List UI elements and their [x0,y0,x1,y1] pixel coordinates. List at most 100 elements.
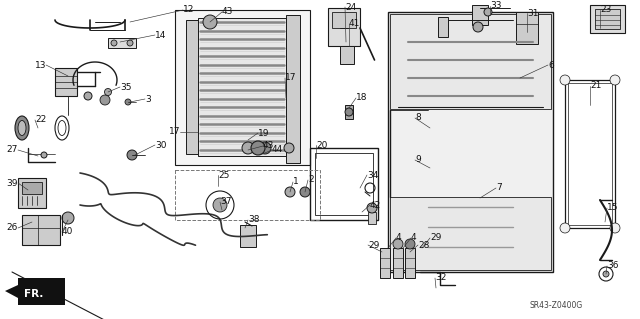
Text: 22: 22 [35,115,46,124]
Text: 20: 20 [316,140,328,150]
Text: 28: 28 [418,241,429,249]
Text: 29: 29 [430,234,442,242]
Text: 19: 19 [258,129,269,137]
Circle shape [251,141,265,155]
Text: 14: 14 [155,31,166,40]
Text: FR.: FR. [24,289,44,299]
Circle shape [213,198,227,212]
Text: 34: 34 [367,170,378,180]
Text: 12: 12 [183,5,195,14]
Bar [175,10,310,165]
Text: 25: 25 [218,170,229,180]
Text: 4: 4 [396,234,402,242]
Text: 2: 2 [308,175,314,184]
Bar [472,5,488,25]
Bar [22,215,60,245]
Bar [175,170,320,220]
Ellipse shape [15,116,29,140]
Text: 17: 17 [168,128,180,137]
Text: 18: 18 [356,93,367,102]
Circle shape [125,99,131,105]
Bar [568,83,612,225]
Bar [368,212,376,224]
Text: 38: 38 [248,216,259,225]
Circle shape [104,88,111,95]
Bar [22,182,42,194]
Circle shape [393,239,403,249]
Bar [328,8,360,46]
Text: 33: 33 [490,2,502,11]
Bar [345,105,353,119]
Text: 31: 31 [527,9,538,18]
Bar [340,46,354,64]
Text: 9: 9 [415,155,420,165]
Bar [393,248,403,278]
Circle shape [84,92,92,100]
Circle shape [560,75,570,85]
Polygon shape [18,278,65,305]
Text: 13: 13 [35,61,46,70]
Bar [286,15,300,163]
Bar [516,12,538,44]
Bar [198,18,286,156]
Text: SR43-Z0400G: SR43-Z0400G [530,301,583,310]
Text: 43: 43 [222,8,234,17]
Text: 30: 30 [155,140,166,150]
Text: 23: 23 [600,5,611,14]
Circle shape [62,212,74,224]
Polygon shape [5,285,18,298]
Bar [390,14,551,109]
Circle shape [300,187,310,197]
Bar [315,153,373,215]
Circle shape [610,75,620,85]
Circle shape [610,223,620,233]
Text: 40: 40 [62,227,74,236]
Circle shape [100,95,110,105]
Text: 27: 27 [6,145,18,154]
Text: 21: 21 [590,81,602,91]
Text: 44: 44 [272,145,284,154]
Text: 29: 29 [368,241,380,249]
Circle shape [473,22,483,32]
Bar [55,68,77,96]
Text: 32: 32 [435,273,446,283]
Circle shape [203,15,217,29]
Bar [590,5,625,33]
Text: 26: 26 [6,224,18,233]
Text: 7: 7 [496,183,502,192]
Circle shape [41,152,47,158]
Ellipse shape [18,121,26,136]
Text: 42: 42 [370,201,381,210]
Bar [310,148,378,220]
Text: 6: 6 [548,61,554,70]
Bar [240,225,256,247]
Text: 43: 43 [263,142,275,151]
Bar [405,248,415,278]
Circle shape [367,203,377,213]
Bar [595,9,620,29]
Bar [186,20,198,154]
Bar [380,248,390,278]
Circle shape [111,40,117,46]
Text: 4: 4 [411,234,417,242]
Text: 24: 24 [345,3,356,11]
Text: 3: 3 [145,94,151,103]
Circle shape [127,40,133,46]
Bar [388,12,553,272]
Text: 39: 39 [6,179,18,188]
Circle shape [259,142,271,154]
Text: 37: 37 [220,197,232,206]
Text: 17: 17 [285,73,296,83]
Text: 41: 41 [349,19,360,28]
Bar [390,197,551,270]
Circle shape [345,108,353,116]
Circle shape [285,187,295,197]
Bar [565,80,615,228]
Bar [332,12,356,28]
Bar [108,38,136,48]
Text: 36: 36 [607,262,618,271]
Circle shape [603,271,609,277]
Circle shape [484,8,492,16]
Text: 15: 15 [607,204,618,212]
Polygon shape [438,17,448,37]
